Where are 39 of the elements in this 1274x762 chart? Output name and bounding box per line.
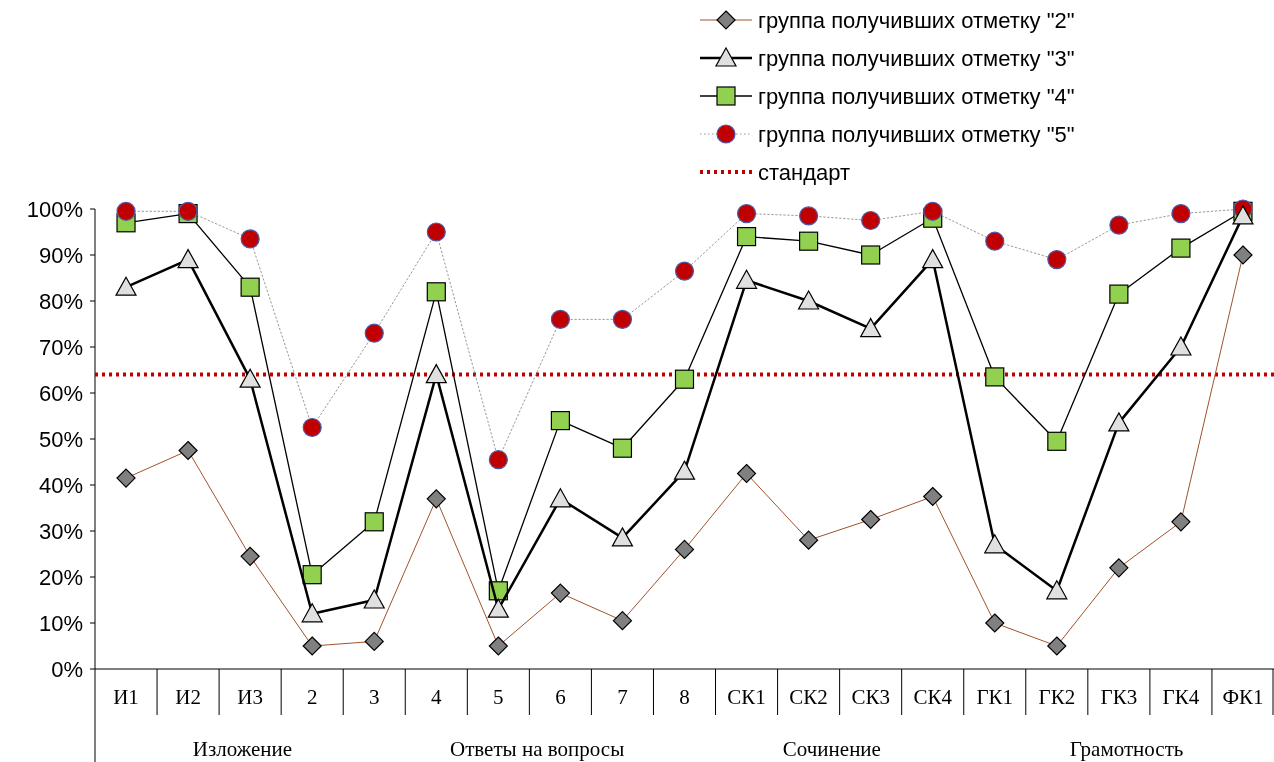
y-tick-label: 30% [38, 518, 83, 544]
x-tick-label: ГК3 [1100, 685, 1138, 709]
x-tick-label: ГК1 [976, 685, 1014, 709]
legend-label: группа получивших отметку "2" [758, 7, 1075, 33]
y-tick-label: 60% [38, 380, 83, 406]
x-tick-label: 6 [555, 685, 566, 709]
x-tick-label: СК2 [789, 685, 828, 709]
legend-label: группа получивших отметку "5" [758, 121, 1075, 147]
text: Грамотность [1069, 737, 1184, 761]
x-tick-label: ГК2 [1038, 685, 1076, 709]
y-tick-label: 20% [38, 564, 83, 590]
x-tick-label: ФК1 [1222, 685, 1264, 709]
x-tick-label: 5 [493, 685, 504, 709]
x-tick-label: СК3 [851, 685, 890, 709]
y-tick-label: 100% [26, 196, 83, 222]
legend-label: группа получивших отметку "3" [758, 45, 1075, 71]
y-tick-label: 10% [38, 610, 83, 636]
y-tick-label: 70% [38, 334, 83, 360]
x-tick-label: СК1 [727, 685, 766, 709]
x-tick-label: 4 [431, 685, 443, 709]
y-tick-label: 40% [38, 472, 83, 498]
text: Сочинение [782, 737, 881, 761]
x-tick-label: И3 [237, 685, 263, 709]
y-tick-label: 80% [38, 288, 83, 314]
text: Ответы на вопросы [449, 737, 625, 761]
x-tick-label: 8 [679, 685, 690, 709]
text: Изложение [192, 737, 293, 761]
y-tick-label: 0% [51, 656, 83, 682]
legend-label: группа получивших отметку "4" [758, 83, 1075, 109]
x-tick-label: И2 [175, 685, 201, 709]
x-tick-label: И1 [113, 685, 139, 709]
x-tick-label: СК4 [913, 685, 953, 709]
x-tick-label: 7 [617, 685, 628, 709]
y-tick-label: 50% [38, 426, 83, 452]
legend-label: стандарт [758, 159, 851, 185]
x-tick-label: 3 [368, 685, 380, 709]
x-tick-label: 2 [306, 685, 318, 709]
y-tick-label: 90% [38, 242, 83, 268]
x-tick-label: ГК4 [1162, 685, 1200, 709]
